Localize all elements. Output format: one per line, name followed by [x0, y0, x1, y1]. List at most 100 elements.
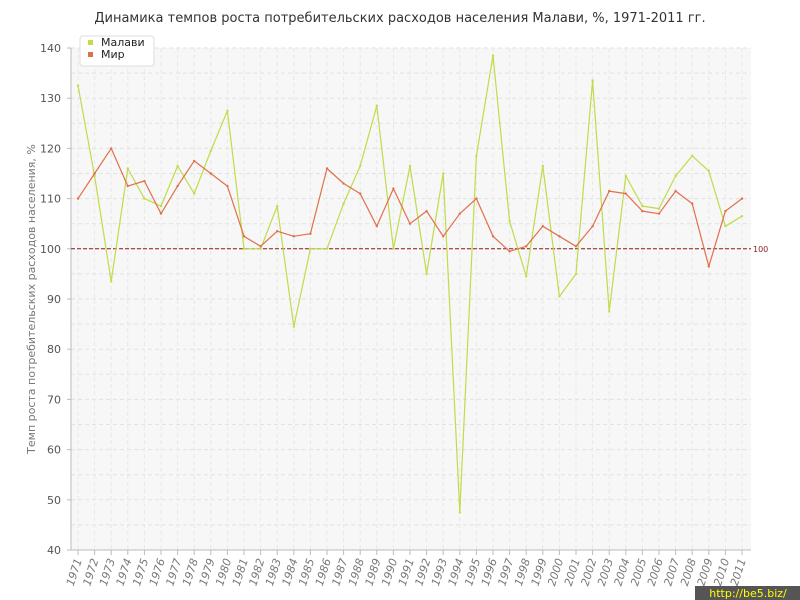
data-point-malawi — [110, 280, 113, 283]
y-tick-label: 110 — [40, 193, 61, 206]
data-point-malawi — [591, 79, 594, 82]
data-point-malawi — [425, 272, 428, 276]
data-point-malawi — [143, 197, 146, 200]
data-point-world — [143, 179, 146, 183]
data-point-world — [276, 230, 279, 233]
data-point-world — [442, 235, 445, 238]
data-point-world — [226, 184, 229, 188]
data-point-world — [176, 184, 179, 188]
data-point-world — [624, 192, 627, 195]
data-point-malawi — [176, 164, 179, 168]
data-point-world — [657, 212, 661, 215]
watermark[interactable]: http://be5.biz/ — [695, 586, 800, 600]
data-point-world — [608, 189, 611, 193]
data-point-world — [93, 172, 96, 175]
data-point-malawi — [276, 204, 279, 208]
data-point-world — [392, 187, 395, 190]
data-point-world — [408, 222, 412, 225]
watermark-link[interactable]: http://be5.biz/ — [709, 587, 787, 600]
data-point-malawi — [292, 325, 295, 328]
data-point-world — [325, 167, 329, 170]
watermark-background — [695, 586, 800, 600]
legend-marker-malawi — [88, 40, 93, 45]
data-point-world — [110, 147, 113, 150]
data-point-world — [641, 209, 644, 213]
data-point-world — [574, 245, 578, 248]
data-point-malawi — [309, 247, 312, 250]
data-point-malawi — [408, 164, 412, 168]
data-point-world — [475, 197, 478, 200]
data-point-world — [309, 232, 312, 235]
y-axis-label: Темп роста потребительских расходов насе… — [25, 144, 38, 455]
reference-line-label: 100 — [753, 245, 768, 254]
data-point-world — [359, 192, 362, 195]
data-point-malawi — [475, 154, 478, 158]
data-point-world — [707, 265, 710, 268]
legend-marker-world — [88, 52, 93, 57]
data-point-world — [458, 212, 461, 215]
data-point-world — [491, 235, 495, 238]
data-point-malawi — [458, 511, 461, 514]
series-group — [76, 54, 744, 514]
data-point-malawi — [226, 109, 229, 112]
chart-title: Динамика темпов роста потребительских ра… — [94, 11, 705, 26]
data-point-malawi — [608, 310, 611, 313]
data-point-malawi — [193, 192, 196, 195]
data-point-world — [193, 159, 196, 163]
data-point-malawi — [209, 149, 212, 153]
y-tick-label: 80 — [47, 343, 61, 356]
data-point-world — [425, 209, 428, 213]
y-tick-label: 120 — [40, 142, 61, 155]
data-point-world — [674, 189, 677, 193]
data-point-malawi — [707, 169, 710, 173]
data-point-malawi — [259, 247, 262, 250]
data-point-malawi — [442, 172, 445, 175]
data-point-malawi — [491, 54, 495, 57]
data-point-world — [292, 235, 295, 238]
data-point-world — [342, 182, 345, 185]
data-point-world — [126, 184, 129, 188]
data-point-world — [508, 250, 511, 253]
y-tick-label: 70 — [47, 393, 61, 406]
reference-line-group: 100 — [71, 245, 768, 254]
data-point-world — [591, 225, 594, 228]
y-tick-label: 140 — [40, 42, 61, 55]
data-point-malawi — [159, 204, 163, 208]
data-point-malawi — [657, 207, 661, 210]
grid — [71, 47, 751, 551]
data-point-world — [541, 225, 544, 228]
data-point-malawi — [641, 204, 644, 208]
y-tick-label: 130 — [40, 92, 61, 105]
data-point-malawi — [325, 247, 329, 250]
data-point-world — [375, 225, 378, 228]
y-tick-label: 40 — [47, 544, 61, 557]
data-point-world — [740, 197, 744, 200]
data-point-world — [242, 235, 246, 238]
data-point-malawi — [342, 202, 345, 205]
data-point-world — [76, 197, 80, 200]
data-point-malawi — [724, 225, 727, 228]
data-point-malawi — [126, 167, 129, 170]
data-point-world — [209, 172, 212, 175]
data-point-malawi — [624, 174, 627, 178]
data-point-malawi — [359, 164, 362, 168]
y-tick-label: 50 — [47, 494, 61, 507]
y-tick-label: 100 — [40, 243, 61, 256]
data-point-malawi — [574, 272, 578, 276]
data-point-malawi — [525, 275, 528, 278]
data-point-world — [558, 235, 561, 238]
data-point-world — [724, 209, 727, 213]
data-point-world — [691, 202, 694, 205]
data-point-malawi — [508, 219, 511, 223]
legend-box — [79, 35, 155, 67]
y-tick-label: 90 — [47, 293, 61, 306]
data-point-world — [159, 212, 163, 215]
data-point-malawi — [740, 214, 744, 218]
data-point-malawi — [541, 164, 544, 168]
y-tick-label: 60 — [47, 444, 61, 457]
data-point-malawi — [691, 154, 694, 158]
legend[interactable]: Малави Мир — [79, 35, 155, 67]
data-point-world — [259, 245, 262, 248]
